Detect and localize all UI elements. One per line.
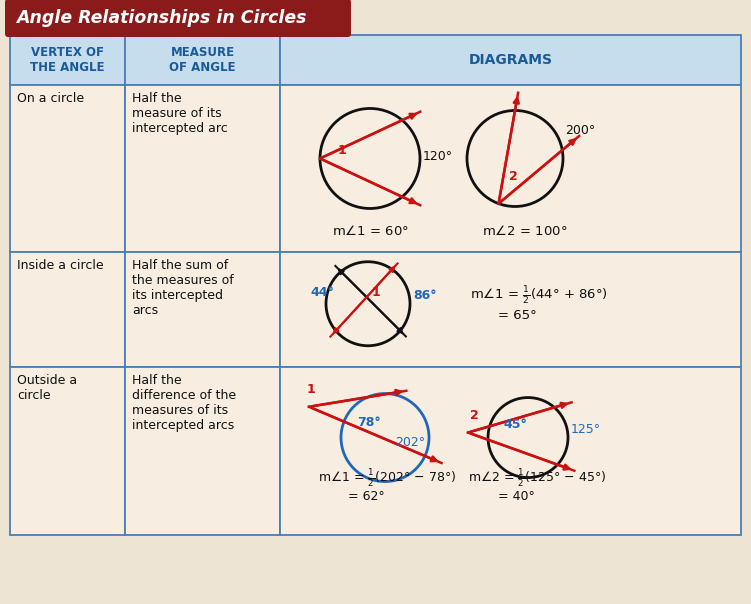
Bar bbox=[125, 367, 280, 535]
Text: 45°: 45° bbox=[503, 417, 527, 431]
Text: 1: 1 bbox=[338, 144, 347, 158]
Text: 125°: 125° bbox=[571, 423, 601, 435]
Text: m$\angle$2 = 100°: m$\angle$2 = 100° bbox=[482, 224, 568, 238]
Text: = 65°: = 65° bbox=[498, 309, 537, 322]
Bar bbox=[125, 85, 280, 252]
Text: 2: 2 bbox=[508, 170, 517, 182]
Bar bbox=[280, 35, 741, 85]
Text: 202°: 202° bbox=[395, 435, 425, 449]
Bar bbox=[10, 85, 125, 252]
Text: DIAGRAMS: DIAGRAMS bbox=[469, 53, 553, 67]
Text: 120°: 120° bbox=[423, 150, 453, 163]
Text: Half the sum of
the measures of
its intercepted
arcs: Half the sum of the measures of its inte… bbox=[132, 259, 234, 317]
Text: Half the
measure of its
intercepted arc: Half the measure of its intercepted arc bbox=[132, 92, 228, 135]
Text: 44°: 44° bbox=[310, 286, 334, 299]
Text: = 40°: = 40° bbox=[498, 490, 535, 503]
Text: m$\angle$1 = $\frac{1}{2}$(202° $-$ 78°): m$\angle$1 = $\frac{1}{2}$(202° $-$ 78°) bbox=[318, 467, 457, 489]
Text: = 62°: = 62° bbox=[348, 490, 385, 503]
Text: m$\angle$1 = $\frac{1}{2}$(44° + 86°): m$\angle$1 = $\frac{1}{2}$(44° + 86°) bbox=[470, 284, 608, 307]
Bar bbox=[280, 85, 741, 252]
Text: m$\angle$2 = $\frac{1}{2}$(125° $-$ 45°): m$\angle$2 = $\frac{1}{2}$(125° $-$ 45°) bbox=[468, 467, 606, 489]
Text: 1: 1 bbox=[372, 286, 381, 299]
Text: Angle Relationships in Circles: Angle Relationships in Circles bbox=[16, 9, 306, 27]
Bar bbox=[280, 367, 741, 535]
Text: 200°: 200° bbox=[565, 124, 596, 138]
Bar bbox=[10, 252, 125, 367]
Bar bbox=[10, 367, 125, 535]
Bar bbox=[10, 35, 125, 85]
Text: 78°: 78° bbox=[357, 416, 381, 429]
FancyBboxPatch shape bbox=[5, 0, 351, 37]
Text: m$\angle$1 = 60°: m$\angle$1 = 60° bbox=[331, 224, 409, 238]
Text: Half the
difference of the
measures of its
intercepted arcs: Half the difference of the measures of i… bbox=[132, 374, 236, 432]
Text: 1: 1 bbox=[307, 383, 315, 396]
Text: MEASURE
OF ANGLE: MEASURE OF ANGLE bbox=[169, 46, 236, 74]
Text: Inside a circle: Inside a circle bbox=[17, 259, 104, 272]
Text: VERTEX OF
THE ANGLE: VERTEX OF THE ANGLE bbox=[30, 46, 104, 74]
Text: Outside a
circle: Outside a circle bbox=[17, 374, 77, 402]
Bar bbox=[125, 35, 280, 85]
Text: On a circle: On a circle bbox=[17, 92, 84, 105]
Text: 86°: 86° bbox=[413, 289, 436, 302]
Bar bbox=[280, 252, 741, 367]
Bar bbox=[125, 252, 280, 367]
Text: 2: 2 bbox=[470, 408, 478, 422]
